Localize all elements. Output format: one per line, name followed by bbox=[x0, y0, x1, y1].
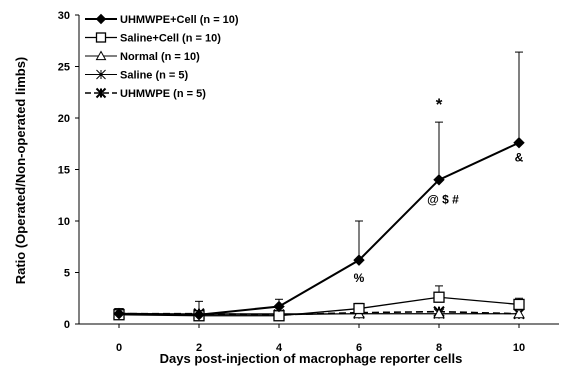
legend-marker bbox=[95, 87, 107, 99]
series-line bbox=[118, 141, 520, 316]
x-tick-label: 2 bbox=[196, 342, 202, 354]
data-point bbox=[273, 310, 285, 322]
y-axis-title: Ratio (Operated/Non-operated limbs) bbox=[13, 57, 28, 285]
significance-annotation: * bbox=[436, 95, 443, 114]
legend-marker bbox=[95, 13, 107, 25]
data-point bbox=[433, 307, 445, 319]
data-point bbox=[353, 302, 365, 315]
data-point bbox=[113, 307, 125, 320]
y-tick-label: 0 bbox=[64, 319, 70, 331]
data-point bbox=[433, 174, 445, 186]
data-point bbox=[513, 307, 525, 319]
legend-item: Saline+Cell (n = 10) bbox=[85, 32, 221, 45]
annotations: * @ $ #% & bbox=[354, 95, 524, 285]
axes: 0 5 10 15 20 25 30 0 2 4 6 8 10 Days post-injection o… bbox=[13, 10, 559, 366]
significance-annotation: & bbox=[515, 150, 524, 164]
legend-marker bbox=[95, 50, 107, 61]
legend-item: UHMWPE (n = 5) bbox=[85, 87, 206, 100]
series-2 bbox=[113, 307, 525, 319]
legend-marker bbox=[95, 32, 107, 43]
data-point bbox=[273, 300, 285, 313]
legend-label: UHMWPE+Cell (n = 10) bbox=[120, 14, 239, 26]
legend-item: Saline (n = 5) bbox=[85, 70, 188, 82]
legend-label: Saline (n = 5) bbox=[120, 70, 188, 82]
series-4 bbox=[113, 305, 525, 321]
legend-label: Saline+Cell (n = 10) bbox=[120, 33, 221, 45]
data-point bbox=[433, 291, 445, 303]
legend-item: UHMWPE+Cell (n = 10) bbox=[85, 13, 239, 26]
y-tick-label: 30 bbox=[58, 10, 70, 22]
data-point bbox=[513, 137, 525, 149]
x-tick-label: 8 bbox=[436, 342, 442, 354]
legend-label: UHMWPE (n = 5) bbox=[120, 88, 206, 100]
series-line bbox=[118, 296, 520, 317]
significance-annotation: % bbox=[354, 271, 365, 285]
series-0 bbox=[113, 137, 525, 321]
x-tick-label: 0 bbox=[116, 342, 122, 354]
y-tick-label: 20 bbox=[58, 113, 70, 125]
x-tick-label: 10 bbox=[513, 342, 525, 354]
x-axis-title: Days post-injection of macrophage report… bbox=[160, 351, 463, 366]
series-1 bbox=[113, 291, 525, 322]
data-point bbox=[513, 298, 525, 311]
data-point bbox=[193, 309, 205, 321]
data-point bbox=[353, 254, 365, 266]
x-tick-label: 6 bbox=[356, 342, 362, 354]
significance-annotation: @ $ # bbox=[427, 192, 459, 206]
series-lines bbox=[113, 137, 525, 322]
legend-marker bbox=[96, 69, 106, 80]
x-tick-label: 4 bbox=[276, 342, 283, 354]
y-tick-label: 15 bbox=[58, 165, 70, 177]
y-tick-label: 25 bbox=[58, 62, 70, 74]
y-tick-label: 5 bbox=[64, 268, 70, 280]
legend-label: Normal (n = 10) bbox=[120, 51, 200, 63]
legend: UHMWPE+Cell (n = 10) Saline+Cell (n = 10)… bbox=[85, 13, 239, 100]
legend-item: Normal (n = 10) bbox=[85, 50, 200, 63]
y-tick-label: 10 bbox=[58, 216, 70, 228]
